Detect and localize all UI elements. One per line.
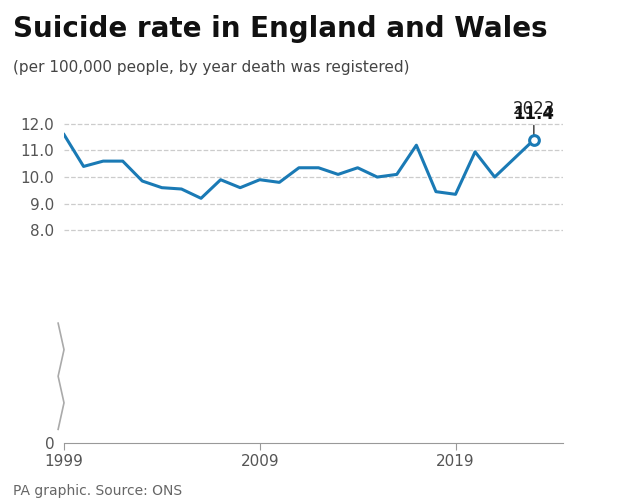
Text: PA graphic. Source: ONS: PA graphic. Source: ONS: [13, 484, 182, 498]
Text: (per 100,000 people, by year death was registered): (per 100,000 people, by year death was r…: [13, 60, 410, 75]
Text: 11.4: 11.4: [513, 105, 554, 123]
Text: 2023: 2023: [513, 100, 555, 118]
Text: Suicide rate in England and Wales: Suicide rate in England and Wales: [13, 15, 547, 43]
